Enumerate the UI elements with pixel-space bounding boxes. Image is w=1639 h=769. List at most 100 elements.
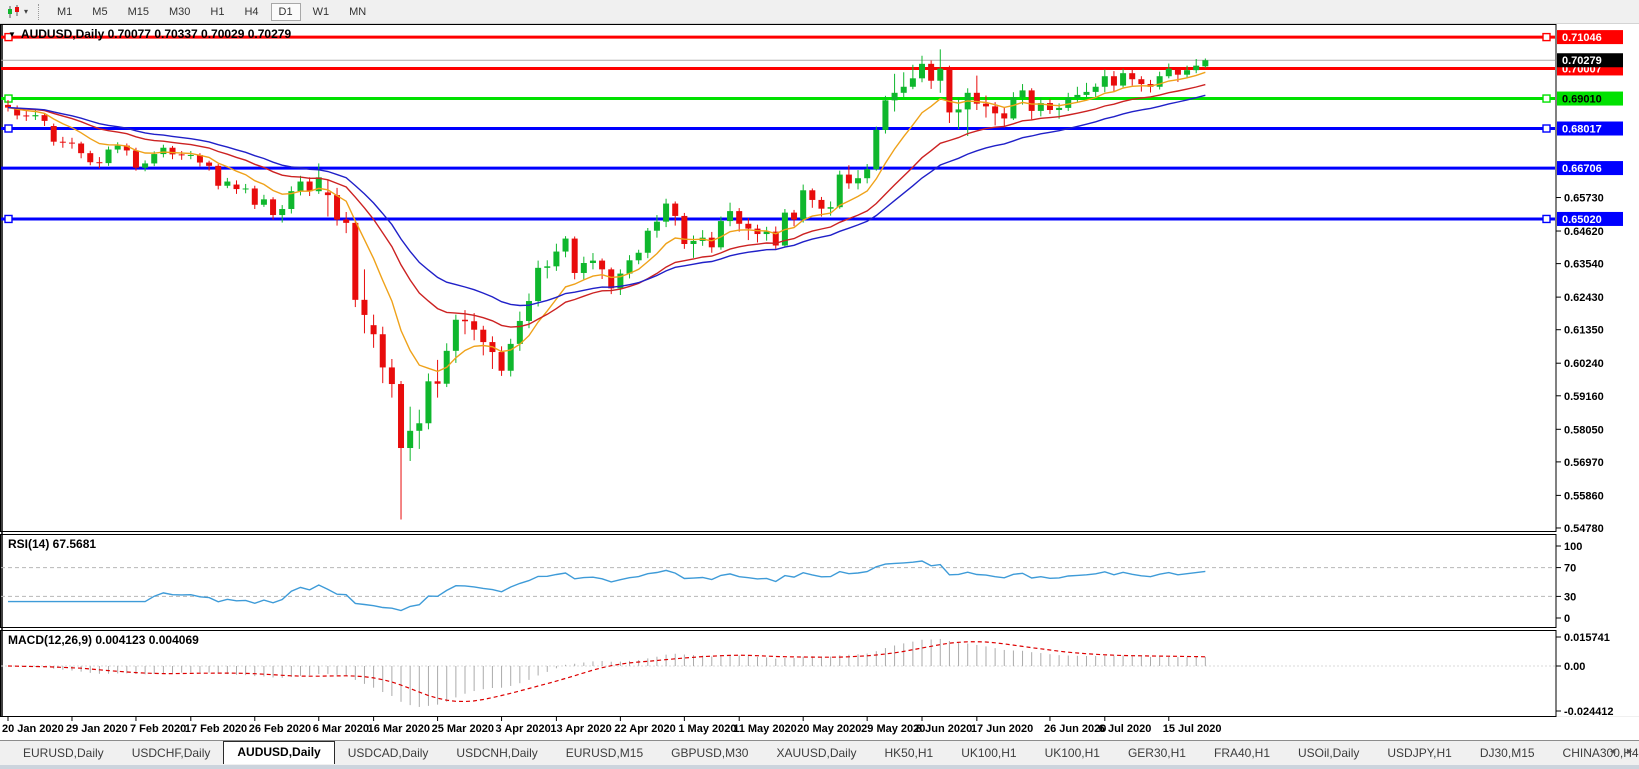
- candle: [845, 165, 852, 189]
- candle: [260, 194, 267, 207]
- macd-axis-label: 0.00: [1564, 661, 1585, 673]
- chart-tab-UK100-H1[interactable]: UK100,H1: [1044, 746, 1100, 760]
- macd-signal-line: [7, 641, 1206, 703]
- chart-tab-HK50-H1[interactable]: HK50,H1: [884, 746, 934, 760]
- candle: [132, 147, 139, 171]
- level-price-box: [1557, 91, 1623, 106]
- x-axis-label: 8 Jun 2020: [916, 723, 972, 735]
- toolbar-grip[interactable]: [38, 3, 40, 20]
- candle: [1202, 58, 1209, 68]
- chart-tab-USDCAD-Daily[interactable]: USDCAD,Daily: [347, 746, 429, 760]
- chart-type-button[interactable]: ▾: [2, 2, 32, 22]
- candle: [471, 313, 478, 341]
- candle: [717, 216, 724, 250]
- candle: [361, 269, 368, 334]
- price-scale[interactable]: [1556, 24, 1639, 716]
- price-axis-tick: 0.63540: [1564, 259, 1604, 271]
- line-anchor-marker[interactable]: [4, 124, 13, 133]
- candle: [50, 123, 57, 146]
- candle: [809, 188, 816, 208]
- line-anchor-marker[interactable]: [4, 32, 13, 42]
- candle: [1092, 83, 1099, 99]
- chart-tab-XAUUSD-Daily[interactable]: XAUUSD,Daily: [776, 746, 857, 760]
- time-scale[interactable]: [0, 717, 1639, 739]
- candle: [1184, 65, 1191, 79]
- tab-scroll-right-icon[interactable]: ►: [1625, 746, 1634, 756]
- level-price-label: 0.69010: [1562, 94, 1602, 106]
- chart-tab-USOil-Daily[interactable]: USOil,Daily: [1298, 746, 1360, 760]
- level-price-box: [1557, 30, 1623, 45]
- candle: [96, 157, 103, 169]
- candle: [187, 151, 194, 160]
- ma-30-line: [7, 94, 1206, 307]
- candle: [1065, 92, 1072, 111]
- timeframe-button-MN[interactable]: MN: [341, 3, 374, 21]
- candle: [1193, 59, 1200, 74]
- x-axis-label: 7 Feb 2020: [130, 723, 186, 735]
- candle: [1120, 68, 1127, 88]
- candle: [736, 208, 743, 232]
- candle: [388, 358, 395, 398]
- timeframe-button-W1[interactable]: W1: [305, 3, 338, 21]
- x-axis-label: 1 May 2020: [678, 723, 736, 735]
- chart-tab-AUDUSD-Daily[interactable]: AUDUSD,Daily: [223, 741, 335, 764]
- candle: [288, 186, 295, 214]
- line-anchor-marker[interactable]: [1542, 214, 1551, 224]
- x-axis-label: 16 Mar 2020: [368, 723, 430, 735]
- line-anchor-marker[interactable]: [1542, 94, 1551, 103]
- chart-tab-EURUSD-M15[interactable]: EURUSD,M15: [565, 746, 644, 760]
- timeframe-button-D1[interactable]: D1: [270, 3, 301, 21]
- candle: [873, 126, 880, 171]
- timeframe-button-M30[interactable]: M30: [161, 3, 198, 21]
- candle: [1046, 99, 1053, 114]
- line-anchor-marker[interactable]: [4, 214, 13, 224]
- price-axis-tick: 0.54780: [1564, 523, 1604, 535]
- candle: [818, 196, 825, 217]
- timeframe-button-H4[interactable]: H4: [236, 3, 266, 21]
- candle: [891, 73, 898, 112]
- chart-tab-DJ30-M15[interactable]: DJ30,M15: [1479, 746, 1535, 760]
- price-axis-tick: 0.60240: [1564, 358, 1604, 370]
- candle: [78, 141, 85, 159]
- rsi-axis-label: 70: [1564, 563, 1576, 575]
- candle: [1037, 97, 1044, 117]
- chart-tab-UK100-H1[interactable]: UK100,H1: [961, 746, 1017, 760]
- timeframe-button-H1[interactable]: H1: [202, 3, 232, 21]
- candle: [425, 373, 432, 430]
- line-anchor-marker[interactable]: [1542, 32, 1551, 42]
- rsi-axis-label: 30: [1564, 591, 1576, 603]
- candle: [919, 55, 925, 83]
- chart-tab-GER30-H1[interactable]: GER30,H1: [1127, 746, 1186, 760]
- timeframe-button-M15[interactable]: M15: [120, 3, 157, 21]
- chart-tab-GBPUSD-M30[interactable]: GBPUSD,M30: [671, 746, 749, 760]
- chart-tab-CHINA300-H4[interactable]: CHINA300,H4: [1562, 746, 1639, 760]
- price-axis-tick: 0.65730: [1564, 193, 1604, 205]
- level-price-box: [1557, 161, 1623, 176]
- price-chart[interactable]: 0.65730 0.64620 0.63540 0.62430 0.61350 0.602…: [0, 0, 1639, 740]
- chart-tab-USDCHF-Daily[interactable]: USDCHF,Daily: [131, 746, 211, 760]
- candle: [5, 100, 11, 112]
- price-axis-tick: 0.61350: [1564, 325, 1604, 337]
- candle: [343, 212, 350, 234]
- candle: [297, 175, 304, 196]
- candle: [324, 179, 331, 217]
- candle: [973, 75, 980, 111]
- chart-tab-FRA40-H1[interactable]: FRA40,H1: [1213, 746, 1271, 760]
- candle: [745, 218, 752, 241]
- chart-tab-USDCNH-Daily[interactable]: USDCNH,Daily: [456, 746, 538, 760]
- price-axis-tick: 0.59160: [1564, 391, 1604, 403]
- timeframe-button-M5[interactable]: M5: [84, 3, 115, 21]
- line-anchor-marker[interactable]: [1542, 124, 1551, 133]
- timeframe-button-M1[interactable]: M1: [49, 3, 80, 21]
- candle: [1110, 71, 1117, 92]
- candle: [544, 260, 551, 279]
- tab-scroll-left-icon[interactable]: ◄: [1608, 746, 1618, 756]
- chart-tab-USDJPY-H1[interactable]: USDJPY,H1: [1387, 746, 1452, 760]
- candle: [114, 142, 121, 154]
- chart-tab-EURUSD-Daily[interactable]: EURUSD,Daily: [23, 746, 104, 760]
- x-axis-label: 3 Apr 2020: [496, 723, 551, 735]
- rsi-line: [8, 560, 1206, 612]
- candle: [946, 65, 953, 123]
- level-price-label: 0.65020: [1562, 214, 1602, 226]
